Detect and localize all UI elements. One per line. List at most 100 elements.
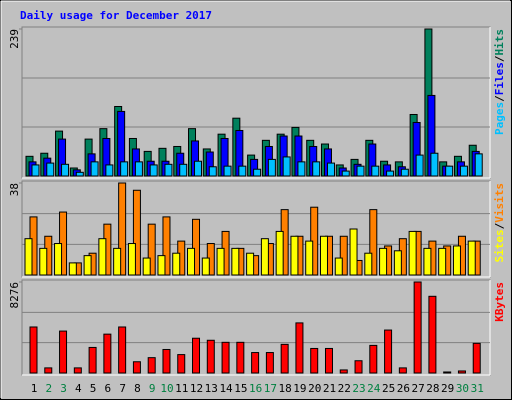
bar: [83, 255, 92, 276]
bar: [267, 158, 276, 177]
x-tick-label: 31: [471, 382, 484, 395]
bar: [201, 257, 210, 276]
bar: [438, 247, 447, 276]
bar: [459, 165, 468, 177]
bar: [221, 341, 230, 374]
bar: [24, 238, 33, 276]
bar: [305, 240, 314, 276]
x-tick-label: 20: [308, 382, 321, 395]
bar: [98, 238, 107, 276]
chart-title: Daily usage for December 2017: [20, 9, 212, 22]
bar: [265, 352, 274, 374]
bar: [251, 352, 260, 374]
x-tick-label: 27: [412, 382, 425, 395]
bar: [147, 223, 156, 276]
bar: [105, 164, 114, 177]
bar: [46, 162, 55, 177]
bar: [384, 329, 393, 374]
bar: [127, 243, 136, 276]
bar: [68, 262, 77, 276]
bar: [349, 228, 358, 276]
bar: [113, 247, 122, 276]
bar: [467, 240, 476, 276]
bar: [275, 230, 284, 276]
x-tick-label: 6: [105, 382, 112, 395]
x-tick-label: 13: [205, 382, 218, 395]
x-tick-label: 3: [60, 382, 67, 395]
x-tick-label: 2: [45, 382, 52, 395]
bar: [29, 326, 38, 374]
bar: [44, 367, 53, 374]
x-tick-label: 29: [441, 382, 454, 395]
legend-separator: /: [493, 95, 506, 102]
bar: [192, 218, 201, 276]
bar: [356, 165, 365, 177]
bar: [413, 281, 422, 374]
bar: [238, 165, 247, 177]
legend-entry: Pages: [493, 102, 506, 135]
legend: Pages/Files/Hits: [493, 29, 506, 135]
bar: [54, 243, 63, 276]
bar: [103, 333, 112, 374]
bar: [474, 153, 483, 177]
x-tick-label: 16: [249, 382, 262, 395]
bar: [223, 165, 232, 177]
x-tick-label: 5: [90, 382, 97, 395]
y-tick-label: 8276: [8, 282, 21, 309]
bar: [280, 343, 289, 374]
bar: [75, 171, 84, 177]
bar: [354, 360, 363, 374]
bar: [172, 252, 181, 276]
bar: [364, 252, 373, 276]
bar: [39, 247, 48, 276]
bar: [61, 163, 70, 177]
x-tick-label: 21: [323, 382, 336, 395]
bar: [59, 330, 68, 374]
x-tick-label: 28: [426, 382, 439, 395]
bar: [379, 247, 388, 276]
legend-separator: /: [493, 222, 506, 229]
bar: [445, 165, 454, 177]
bar: [147, 357, 156, 374]
legend-separator: /: [493, 55, 506, 62]
bar: [430, 152, 439, 177]
bar: [73, 367, 82, 374]
bar: [120, 161, 129, 177]
y-tick-label: 239: [8, 29, 21, 49]
x-tick-label: 22: [338, 382, 351, 395]
bar: [134, 161, 143, 177]
bar: [208, 166, 217, 177]
bar: [393, 250, 402, 276]
bar: [164, 163, 173, 177]
bar: [206, 339, 215, 374]
x-tick-label: 30: [456, 382, 469, 395]
x-tick-label: 7: [119, 382, 126, 395]
bar: [260, 238, 269, 276]
y-tick-label: 38: [8, 183, 21, 196]
x-tick-label: 10: [160, 382, 173, 395]
bar: [400, 168, 409, 177]
bar: [457, 370, 466, 374]
x-tick-label: 4: [75, 382, 82, 395]
x-tick-label: 24: [367, 382, 381, 395]
bar: [369, 344, 378, 374]
bar: [339, 369, 348, 374]
legend: Sites/Visits: [493, 183, 506, 263]
bar: [408, 230, 417, 276]
x-tick-label: 18: [279, 382, 292, 395]
bar: [90, 161, 99, 177]
bar: [192, 337, 201, 374]
x-tick-label: 1: [31, 382, 38, 395]
bar: [132, 361, 141, 374]
bar: [162, 216, 171, 276]
bar: [177, 354, 186, 374]
bar: [371, 165, 380, 177]
bar: [319, 235, 328, 276]
bar: [157, 255, 166, 276]
bar: [88, 346, 97, 374]
bar: [398, 367, 407, 374]
bar: [326, 162, 335, 177]
x-tick-label: 11: [175, 382, 188, 395]
bar: [415, 154, 424, 177]
